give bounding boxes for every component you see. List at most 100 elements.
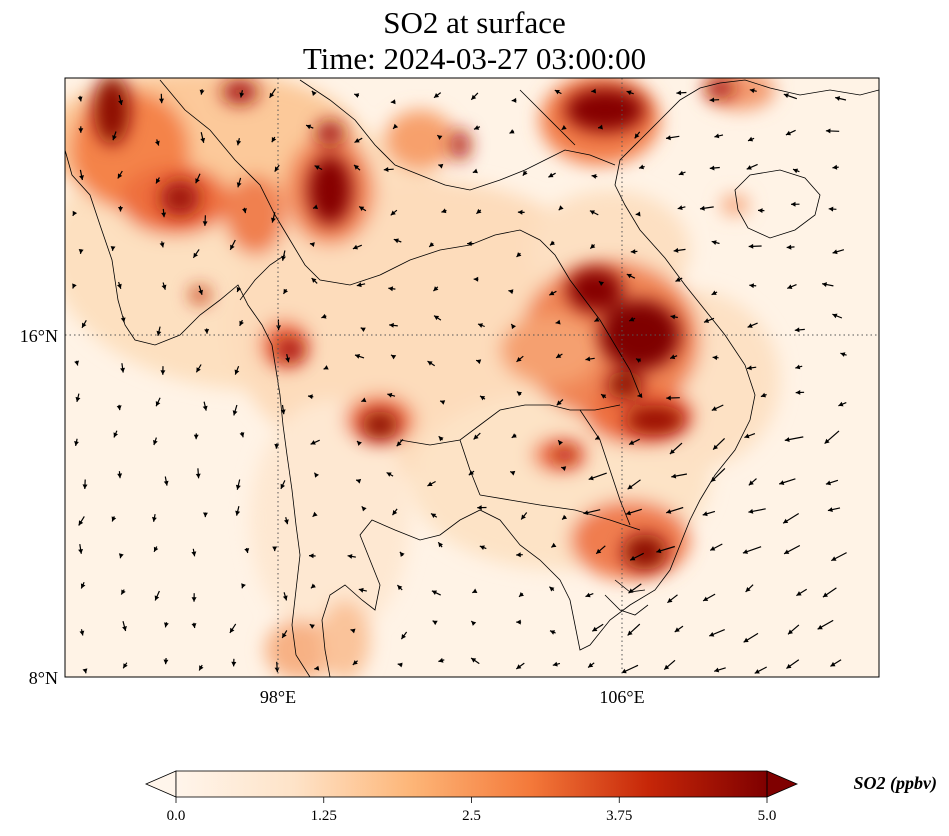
wind-arrow-head <box>271 137 277 143</box>
wind-arrow-head <box>281 255 286 261</box>
wind-arrow-head <box>314 165 320 170</box>
wind-arrow-head <box>629 440 635 445</box>
wind-arrow-head <box>594 317 600 322</box>
wind-arrow-head <box>200 137 206 143</box>
wind-arrow-head <box>359 206 365 211</box>
wind-arrow-head <box>193 434 199 440</box>
wind-arrow-head <box>674 627 680 632</box>
wind-arrow-head <box>754 669 760 674</box>
wind-arrow-head <box>783 93 789 98</box>
wind-arrow-head <box>309 242 315 247</box>
wind-arrow-head <box>438 436 444 442</box>
wind-arrow-head <box>358 587 364 593</box>
wind-arrow-head <box>630 249 636 255</box>
map-plot-area <box>65 78 879 677</box>
wind-arrow-head <box>675 277 681 282</box>
wind-arrow-head <box>121 589 126 595</box>
wind-arrow-head <box>471 621 477 626</box>
wind-arrow-head <box>743 637 749 643</box>
wind-arrow-head <box>164 622 169 628</box>
wind-arrow-head <box>476 208 482 214</box>
wind-arrow-head <box>280 483 285 489</box>
wind-arrow-head <box>671 473 677 479</box>
wind-arrow-head <box>244 548 250 553</box>
wind-arrow-head <box>72 283 77 289</box>
wind-arrow-head <box>704 318 710 323</box>
wind-arrow-head <box>596 548 602 554</box>
wind-arrow-head <box>153 546 159 552</box>
wind-arrow-head <box>784 437 790 442</box>
wind-arrow-head <box>709 97 715 103</box>
wind-arrow-head <box>72 210 78 216</box>
wind-arrow-head <box>78 128 84 133</box>
wind-arrow-head <box>627 484 633 490</box>
wind-arrow-head <box>231 661 237 667</box>
wind-arrow-head <box>434 315 440 321</box>
wind-arrow-head <box>195 178 200 184</box>
wind-arrow-head <box>703 596 709 601</box>
colorbar-tick-2: 2.5 <box>462 808 481 824</box>
wind-arrow-head <box>118 207 123 212</box>
colorbar-extend-low <box>144 770 177 798</box>
wind-arrow-head <box>592 626 598 632</box>
wind-arrow-head <box>355 354 361 359</box>
wind-arrow-head <box>433 286 439 292</box>
wind-arrow-head <box>558 440 563 446</box>
wind-arrow-head <box>714 667 720 673</box>
wind-arrow-head <box>591 88 596 94</box>
wind-arrow-head <box>585 592 591 598</box>
wind-arrow-head <box>636 358 642 363</box>
wind-arrow-head <box>598 124 603 130</box>
wind-arrow-head <box>556 400 562 406</box>
wind-arrow-head <box>838 401 844 407</box>
wind-arrow-head <box>361 397 367 403</box>
wind-arrow-head <box>314 472 319 478</box>
wind-arrow-head <box>477 505 482 511</box>
x-tick-label-98e: 98°E <box>260 687 296 707</box>
wind-arrow-head <box>748 480 754 486</box>
map-title-line-2: Time: 2024-03-27 03:00:00 <box>302 41 647 76</box>
wind-arrow-head <box>283 288 288 294</box>
colorbar-tick-4: 5.0 <box>758 808 777 824</box>
map-frame <box>64 77 880 678</box>
wind-arrow-head <box>627 630 633 636</box>
wind-arrow-head <box>203 512 208 518</box>
wind-arrow-head <box>354 138 360 143</box>
wind-arrow-head <box>397 585 403 591</box>
wind-arrow-head <box>110 246 116 251</box>
wind-arrow-head <box>784 549 790 554</box>
wind-arrow-head <box>196 367 201 373</box>
wind-arrow-head <box>236 140 242 146</box>
wind-arrow-head <box>551 542 557 548</box>
wind-arrow-head <box>677 205 683 210</box>
wind-arrow-head <box>478 323 483 328</box>
wind-arrow-head <box>516 664 522 669</box>
wind-arrow-head <box>427 481 433 486</box>
wind-arrow-head <box>519 592 524 597</box>
wind-arrow-head <box>388 286 394 292</box>
wind-arrow-head <box>198 289 203 295</box>
wind-arrow-head <box>749 283 754 289</box>
wind-arrow-head <box>156 178 161 184</box>
wind-arrow-head <box>758 208 763 213</box>
wind-arrow-head <box>748 136 754 142</box>
wind-arrow-head <box>280 409 286 415</box>
colorbar-extend-high <box>766 770 799 798</box>
wind-arrow-head <box>742 549 748 554</box>
wind-arrow-head <box>310 440 316 445</box>
wind-arrow-head <box>310 583 316 589</box>
wind-arrow-head <box>670 354 676 360</box>
wind-arrow-head <box>673 247 679 253</box>
wind-arrow-head <box>311 90 317 96</box>
wind-arrow-head <box>239 92 245 98</box>
wind-arrow-head <box>667 598 673 603</box>
wind-arrow-head <box>473 276 479 282</box>
wind-arrow-head <box>711 290 717 295</box>
wind-arrow-head <box>82 668 88 674</box>
wind-arrow-head <box>242 208 247 214</box>
wind-arrow-head <box>393 123 399 129</box>
wind-arrow-head <box>360 327 366 332</box>
wind-arrow-head <box>306 124 312 130</box>
wind-arrow-head <box>274 166 280 172</box>
wind-arrow-head <box>516 552 521 558</box>
